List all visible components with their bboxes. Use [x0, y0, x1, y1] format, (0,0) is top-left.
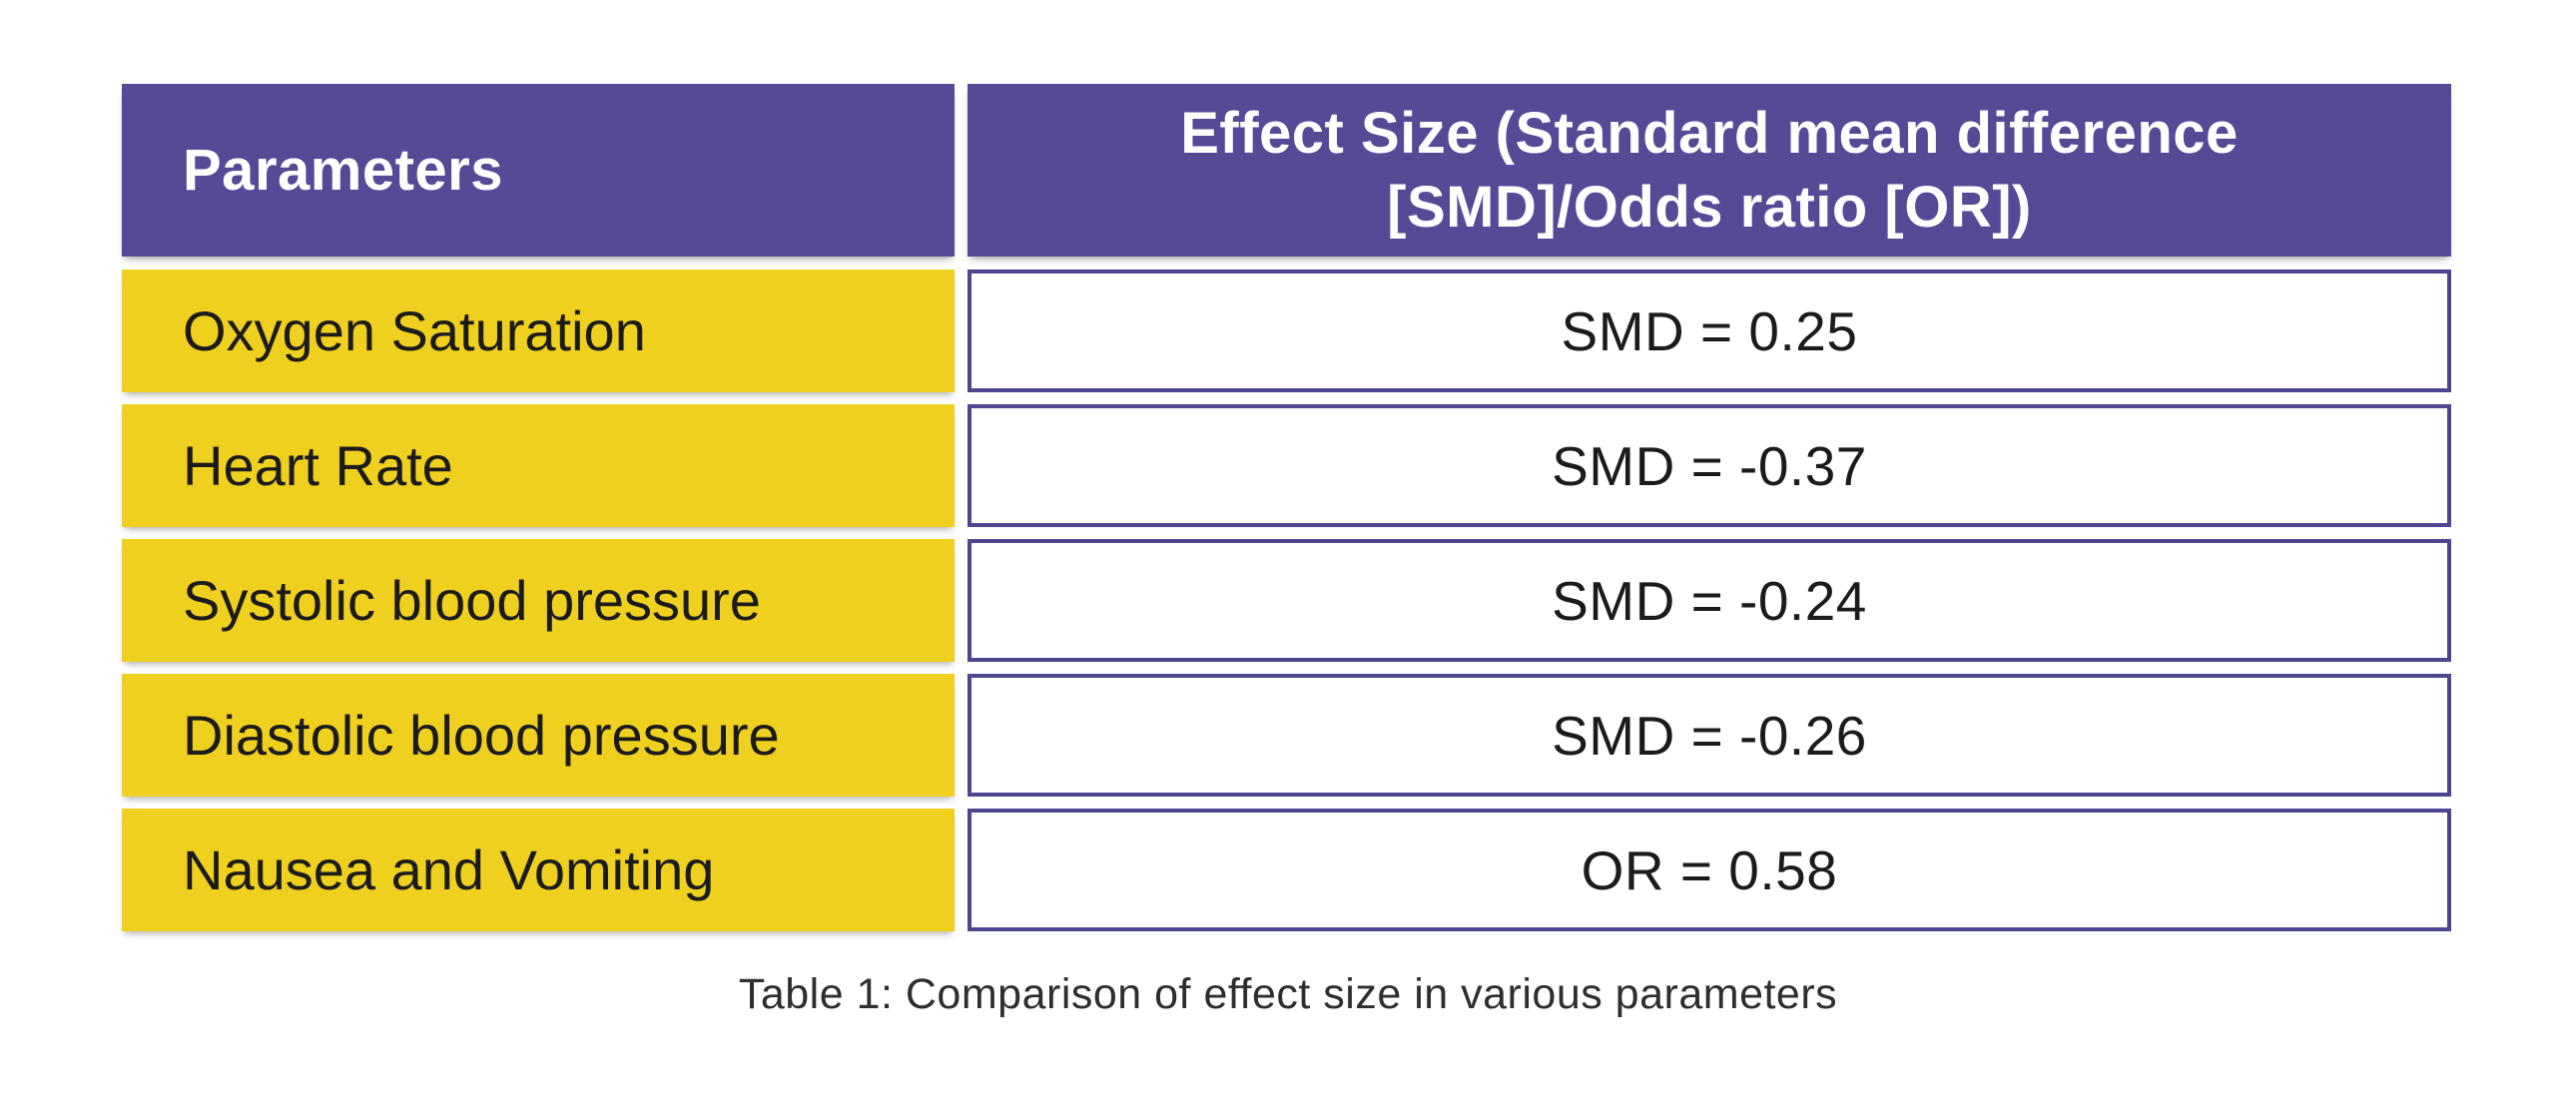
effect-value: SMD = -0.24	[1552, 569, 1867, 632]
table-row-heart-rate: Heart Rate SMD = -0.37	[122, 404, 2451, 527]
effect-value-cell: SMD = -0.24	[967, 539, 2451, 662]
parameter-cell: Oxygen Saturation	[122, 270, 955, 392]
effect-value: SMD = -0.37	[1552, 434, 1867, 497]
table-row-systolic-blood-pressure: Systolic blood pressure SMD = -0.24	[122, 539, 2451, 662]
header-parameters-label: Parameters	[183, 138, 503, 203]
table-row-oxygen-saturation: Oxygen Saturation SMD = 0.25	[122, 270, 2451, 392]
effect-value: SMD = 0.25	[1561, 299, 1858, 362]
effect-value-cell: OR = 0.58	[967, 809, 2451, 931]
table-caption: Table 1: Comparison of effect size in va…	[738, 970, 1838, 1018]
header-effect-size-line2: [SMD]/Odds ratio [OR])	[1387, 174, 2032, 240]
parameter-cell: Diastolic blood pressure	[122, 674, 955, 797]
table-row-diastolic-blood-pressure: Diastolic blood pressure SMD = -0.26	[122, 674, 2451, 797]
parameter-label: Heart Rate	[183, 434, 453, 497]
parameter-cell: Nausea and Vomiting	[122, 809, 955, 931]
header-cell-effect-size: Effect Size (Standard mean difference [S…	[967, 84, 2451, 257]
parameter-label: Oxygen Saturation	[183, 299, 646, 362]
header-effect-size-line1: Effect Size (Standard mean difference	[1180, 100, 2239, 166]
header-cell-parameters: Parameters	[122, 84, 955, 257]
parameter-cell: Heart Rate	[122, 404, 955, 527]
effect-value-cell: SMD = -0.37	[967, 404, 2451, 527]
effect-value-cell: SMD = -0.26	[967, 674, 2451, 797]
parameter-cell: Systolic blood pressure	[122, 539, 955, 662]
table-header-row: Parameters Effect Size (Standard mean di…	[122, 84, 2451, 257]
parameter-label: Diastolic blood pressure	[183, 704, 780, 767]
parameter-label: Nausea and Vomiting	[183, 839, 715, 901]
effect-value-cell: SMD = 0.25	[967, 270, 2451, 392]
table-row-nausea-and-vomiting: Nausea and Vomiting OR = 0.58	[122, 809, 2451, 931]
effect-size-table: Parameters Effect Size (Standard mean di…	[122, 84, 2451, 943]
effect-value: OR = 0.58	[1581, 839, 1838, 901]
effect-value: SMD = -0.26	[1552, 704, 1867, 767]
parameter-label: Systolic blood pressure	[183, 569, 761, 632]
